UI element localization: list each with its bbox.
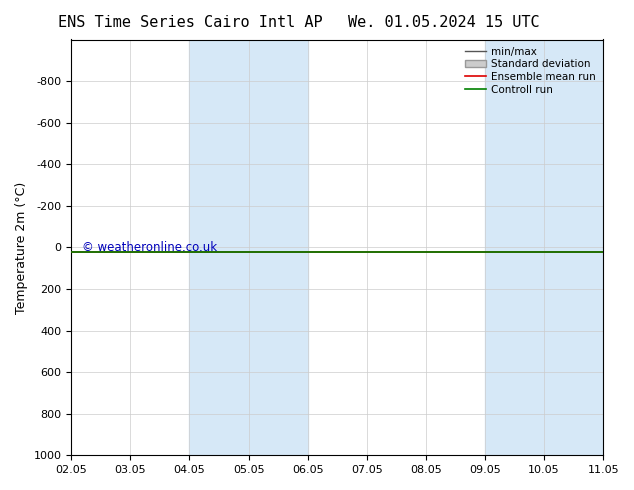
Bar	[485, 40, 603, 455]
Text: ENS Time Series Cairo Intl AP: ENS Time Series Cairo Intl AP	[58, 15, 323, 30]
Text: We. 01.05.2024 15 UTC: We. 01.05.2024 15 UTC	[348, 15, 540, 30]
Bar	[190, 40, 307, 455]
Text: © weatheronline.co.uk: © weatheronline.co.uk	[82, 241, 217, 254]
Y-axis label: Temperature 2m (°C): Temperature 2m (°C)	[15, 181, 28, 314]
Legend: min/max, Standard deviation, Ensemble mean run, Controll run: min/max, Standard deviation, Ensemble me…	[461, 43, 600, 99]
